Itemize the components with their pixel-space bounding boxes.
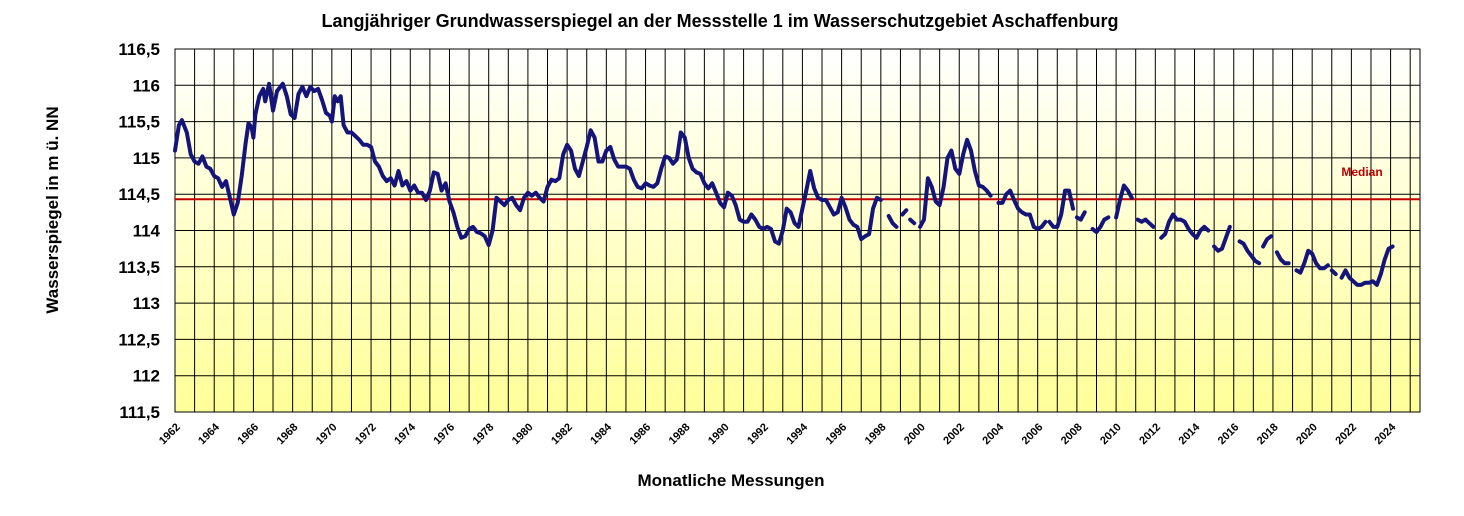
series-line-segment (886, 214, 899, 229)
y-axis-ticks: 111,5 112 112,5 113 113,5 114 114,5 115 115,5 116… (118, 40, 160, 422)
series-line-segment (1261, 234, 1273, 249)
series-line-segment (1074, 210, 1087, 222)
x-tick-label: 1998 (863, 421, 889, 447)
x-tick-label: 2024 (1373, 421, 1399, 447)
series-line-segment (918, 137, 993, 229)
y-tick-label: 112 (133, 367, 160, 386)
plot-border (174, 48, 1421, 413)
x-tick-label: 2012 (1137, 421, 1163, 447)
series-line-segment (1135, 217, 1156, 229)
x-tick-label: 1992 (745, 421, 771, 447)
series-line-segment (996, 188, 1048, 231)
series-line-segment (1274, 250, 1291, 266)
median-label: Median (1341, 165, 1382, 179)
x-tick-label: 1988 (667, 421, 693, 447)
x-tick-label: 1982 (549, 421, 575, 447)
chart-title: Langjähriger Grundwasserspiegel an der M… (322, 11, 1119, 31)
series-line-segment (900, 208, 909, 217)
x-tick-label: 2016 (1216, 421, 1242, 447)
x-tick-label: 1964 (196, 421, 222, 447)
x-tick-label: 1974 (392, 421, 418, 447)
series-line-segment (1294, 248, 1330, 275)
y-tick-label: 116,5 (118, 40, 160, 59)
y-tick-label: 115 (133, 149, 160, 168)
x-tick-label: 2018 (1255, 421, 1281, 447)
x-tick-label: 1968 (275, 421, 301, 447)
y-tick-label: 113 (133, 294, 160, 313)
series-line-segment (1159, 212, 1211, 240)
series-line-segment (173, 81, 883, 247)
x-tick-label: 1970 (314, 421, 340, 447)
x-tick-label: 1962 (157, 421, 183, 447)
x-tick-label: 1978 (471, 421, 497, 447)
series-line-segment (1047, 188, 1075, 229)
x-tick-label: 1984 (588, 421, 614, 447)
x-tick-label: 1966 (235, 421, 261, 447)
x-tick-label: 2000 (902, 421, 928, 447)
x-tick-label: 2004 (980, 421, 1006, 447)
x-axis-label: Monatliche Messungen (637, 471, 824, 490)
x-axis-ticks: 1962 1964 1966 1968 1970 1972 1974 1976 1978 1980… (157, 421, 1399, 447)
x-tick-label: 2002 (941, 421, 967, 447)
x-tick-label: 2008 (1059, 421, 1085, 447)
series-line-segment (1114, 183, 1134, 220)
series-line-segment (1090, 215, 1111, 234)
y-tick-label: 114,5 (118, 185, 160, 204)
series-line-segment (1237, 239, 1262, 266)
y-axis-label: Wasserspiegel in m ü. NN (43, 106, 62, 313)
y-tick-label: 115,5 (118, 113, 160, 132)
series-lines (173, 81, 1395, 287)
x-tick-label: 1986 (628, 421, 654, 447)
x-tick-label: 1994 (784, 421, 810, 447)
y-tick-label: 114 (133, 222, 161, 241)
x-tick-label: 2014 (1177, 421, 1203, 447)
x-tick-label: 1990 (706, 421, 732, 447)
y-tick-label: 112,5 (118, 330, 160, 349)
x-tick-label: 1972 (353, 421, 379, 447)
x-tick-label: 2010 (1098, 421, 1124, 447)
x-tick-label: 1980 (510, 421, 536, 447)
series-line-segment (1339, 244, 1395, 287)
x-tick-label: 2022 (1333, 421, 1359, 447)
x-tick-label: 1976 (431, 421, 457, 447)
y-tick-label: 116 (133, 76, 160, 95)
y-tick-label: 113,5 (118, 258, 160, 277)
series-line-segment (1329, 268, 1338, 277)
series-line-segment (908, 217, 917, 226)
y-tick-label: 111,5 (119, 403, 160, 422)
x-tick-label: 2020 (1294, 421, 1320, 447)
series-line-segment (1212, 224, 1232, 253)
x-tick-label: 2006 (1020, 421, 1046, 447)
x-tick-label: 1996 (824, 421, 850, 447)
